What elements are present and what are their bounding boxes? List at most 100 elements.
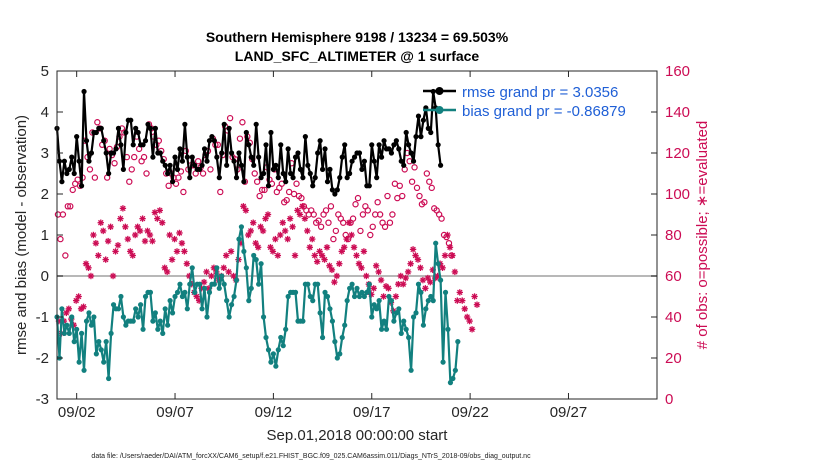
bias-point [423, 306, 429, 312]
bias-point [91, 314, 97, 320]
bias-point [433, 240, 439, 246]
bias-point [452, 367, 458, 373]
rmse-point [204, 158, 210, 164]
y-tick-label: 3 [41, 145, 49, 162]
bias-point [123, 322, 129, 328]
bias-point [110, 302, 117, 308]
bias-point [351, 293, 358, 300]
rmse-point [285, 146, 291, 152]
evaluated-marker [129, 252, 136, 259]
possible-marker [236, 135, 244, 142]
evaluated-marker [100, 227, 107, 235]
evaluated-marker [333, 272, 341, 280]
rmse-point [393, 138, 399, 144]
possible-marker [411, 164, 418, 171]
bias-point [199, 306, 205, 312]
rmse-point [366, 183, 372, 189]
rmse-point [150, 154, 156, 160]
rmse-point [317, 138, 323, 144]
bias-point [93, 351, 99, 357]
evaluated-marker [181, 248, 188, 255]
possible-marker [367, 231, 374, 239]
evaluated-marker [220, 264, 227, 271]
y-tick-label: 4 [41, 104, 49, 121]
possible-marker [111, 160, 118, 167]
x-tick-label: 09/12 [255, 404, 293, 421]
bias-point [359, 289, 365, 295]
evaluated-marker [286, 215, 294, 222]
rmse-point [408, 150, 414, 156]
evaluated-marker [291, 252, 299, 259]
bias-point [401, 318, 407, 324]
rmse-point [177, 146, 183, 152]
bias-point [438, 277, 444, 283]
rmse-point [438, 162, 444, 168]
bias-point [179, 293, 186, 300]
possible-marker [408, 178, 416, 185]
evaluated-marker [171, 235, 178, 243]
bias-point [69, 314, 75, 320]
rmse-point [371, 158, 377, 164]
y-axis-label: rmse and bias (model - observation) [13, 115, 30, 355]
possible-marker [69, 186, 76, 194]
bias-point [160, 330, 166, 336]
rmse-point [258, 175, 264, 181]
rmse-point [221, 121, 227, 127]
bias-point [187, 281, 193, 287]
chart-title: Southern Hemisphere 9198 / 13234 = 69.50… [206, 29, 509, 45]
possible-marker [253, 178, 261, 185]
rmse-point [101, 138, 107, 144]
bias-point [226, 314, 232, 320]
bias-point [319, 334, 326, 341]
possible-marker [399, 192, 406, 200]
rmse-point [268, 129, 274, 136]
x-tick-label: 09/17 [353, 404, 391, 421]
evaluated-marker [427, 278, 434, 286]
possible-marker [396, 182, 403, 189]
bias-point [408, 367, 414, 373]
bias-point [157, 318, 163, 324]
bias-point [361, 293, 367, 300]
bias-point [386, 293, 392, 300]
possible-marker [315, 217, 322, 224]
rmse-point [327, 166, 333, 172]
rmse-point [349, 158, 355, 164]
bias-point [133, 306, 139, 312]
possible-marker [91, 174, 99, 181]
legend-rmse-marker [435, 87, 444, 95]
evaluated-marker [254, 244, 262, 251]
left-axis: -3 -2 -1 0 1 2 3 4 5 [36, 63, 63, 408]
rmse-point [103, 150, 109, 156]
bias-point [64, 322, 70, 328]
rmse-point [201, 146, 208, 152]
bias-point [260, 314, 267, 320]
rmse-point [133, 125, 139, 131]
rmse-point [152, 125, 158, 131]
rmse-point [172, 154, 178, 160]
rmse-point [224, 162, 230, 168]
rmse-point [83, 138, 90, 144]
rmse-point [428, 129, 434, 136]
bias-point [251, 252, 257, 259]
bias-point [174, 289, 181, 295]
rmse-point [322, 146, 328, 152]
rmse-point [253, 121, 259, 127]
evaluated-marker [451, 268, 459, 276]
x-tick-label: 09/22 [451, 404, 489, 421]
evaluated-marker [166, 231, 173, 239]
evaluated-marker [404, 268, 412, 276]
x-axis: 09/02 09/07 09/12 09/17 09/22 09/27 [58, 71, 587, 421]
rmse-point [396, 146, 402, 152]
bias-point [83, 318, 90, 324]
rmse-point [420, 117, 426, 123]
bias-point [81, 367, 87, 373]
bias-point [413, 310, 419, 316]
evaluated-marker [331, 278, 338, 286]
y-tick-label: -3 [36, 391, 49, 408]
possible-marker [352, 201, 359, 208]
evaluated-marker [422, 285, 429, 292]
rmse-point [288, 170, 294, 177]
rmse-point [324, 179, 331, 185]
bias-point [204, 314, 210, 320]
rmse-point [211, 138, 217, 144]
